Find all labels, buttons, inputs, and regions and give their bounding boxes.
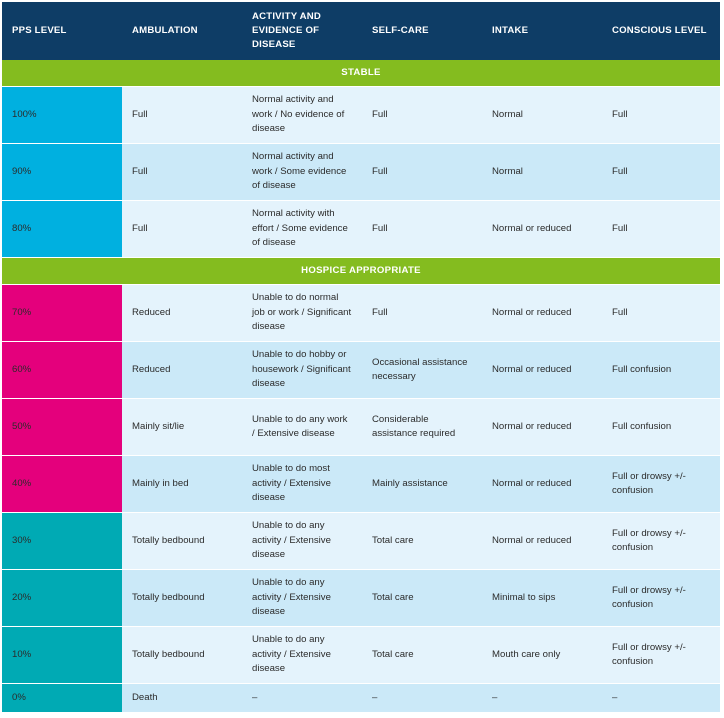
self-care-cell: –	[362, 684, 482, 713]
pps-level-cell: 70%	[2, 285, 122, 342]
table-row: 20% Totally bedbound Unable to do any ac…	[2, 570, 720, 627]
ambulation-cell: Mainly sit/lie	[122, 399, 242, 456]
pps-level-cell: 10%	[2, 627, 122, 684]
activity-cell: Normal activity with effort / Some evide…	[242, 201, 362, 258]
ambulation-cell: Full	[122, 201, 242, 258]
table-row: 10% Totally bedbound Unable to do any ac…	[2, 627, 720, 684]
activity-cell: Normal activity and work / No evidence o…	[242, 87, 362, 144]
header-self-care: SELF-CARE	[362, 2, 482, 60]
pps-level-cell: 40%	[2, 456, 122, 513]
intake-cell: Normal	[482, 87, 602, 144]
activity-cell: –	[242, 684, 362, 713]
intake-cell: Mouth care only	[482, 627, 602, 684]
intake-cell: Normal	[482, 144, 602, 201]
conscious-level-cell: Full	[602, 87, 720, 144]
intake-cell: Normal or reduced	[482, 342, 602, 399]
self-care-cell: Full	[362, 87, 482, 144]
self-care-cell: Full	[362, 144, 482, 201]
self-care-cell: Occasional assistance necessary	[362, 342, 482, 399]
conscious-level-cell: Full confusion	[602, 342, 720, 399]
table-header: PPS LEVEL AMBULATION ACTIVITY AND EVIDEN…	[2, 2, 720, 60]
section-label-hospice: HOSPICE APPROPRIATE	[2, 258, 720, 285]
self-care-cell: Full	[362, 201, 482, 258]
activity-cell: Unable to do any work / Extensive diseas…	[242, 399, 362, 456]
ambulation-cell: Totally bedbound	[122, 513, 242, 570]
header-intake: INTAKE	[482, 2, 602, 60]
section-label-stable: STABLE	[2, 60, 720, 87]
header-pps-level: PPS LEVEL	[2, 2, 122, 60]
intake-cell: Normal or reduced	[482, 513, 602, 570]
table-row: 30% Totally bedbound Unable to do any ac…	[2, 513, 720, 570]
intake-cell: Normal or reduced	[482, 201, 602, 258]
pps-level-cell: 60%	[2, 342, 122, 399]
pps-level-cell: 20%	[2, 570, 122, 627]
intake-cell: Minimal to sips	[482, 570, 602, 627]
self-care-cell: Total care	[362, 627, 482, 684]
conscious-level-cell: Full or drowsy +/- confusion	[602, 513, 720, 570]
activity-cell: Unable to do most activity / Extensive d…	[242, 456, 362, 513]
pps-level-cell: 0%	[2, 684, 122, 713]
table-row: 50% Mainly sit/lie Unable to do any work…	[2, 399, 720, 456]
ambulation-cell: Death	[122, 684, 242, 713]
self-care-cell: Mainly assistance	[362, 456, 482, 513]
table-row: 60% Reduced Unable to do hobby or housew…	[2, 342, 720, 399]
ambulation-cell: Full	[122, 87, 242, 144]
table-row: 0% Death – – – –	[2, 684, 720, 713]
self-care-cell: Total care	[362, 570, 482, 627]
section-row-stable: STABLE	[2, 60, 720, 87]
table-row: 40% Mainly in bed Unable to do most acti…	[2, 456, 720, 513]
activity-cell: Normal activity and work / Some evidence…	[242, 144, 362, 201]
conscious-level-cell: –	[602, 684, 720, 713]
ambulation-cell: Full	[122, 144, 242, 201]
conscious-level-cell: Full or drowsy +/- confusion	[602, 456, 720, 513]
table-row: 100% Full Normal activity and work / No …	[2, 87, 720, 144]
ambulation-cell: Reduced	[122, 285, 242, 342]
ambulation-cell: Totally bedbound	[122, 627, 242, 684]
activity-cell: Unable to do any activity / Extensive di…	[242, 627, 362, 684]
header-activity: ACTIVITY AND EVIDENCE OF DISEASE	[242, 2, 362, 60]
header-ambulation: AMBULATION	[122, 2, 242, 60]
activity-cell: Unable to do any activity / Extensive di…	[242, 570, 362, 627]
activity-cell: Unable to do hobby or housework / Signif…	[242, 342, 362, 399]
pps-level-cell: 100%	[2, 87, 122, 144]
pps-level-cell: 30%	[2, 513, 122, 570]
pps-level-cell: 90%	[2, 144, 122, 201]
ambulation-cell: Totally bedbound	[122, 570, 242, 627]
pps-level-cell: 80%	[2, 201, 122, 258]
activity-cell: Unable to do any activity / Extensive di…	[242, 513, 362, 570]
self-care-cell: Full	[362, 285, 482, 342]
activity-cell: Unable to do normal job or work / Signif…	[242, 285, 362, 342]
ambulation-cell: Reduced	[122, 342, 242, 399]
section-row-hospice: HOSPICE APPROPRIATE	[2, 258, 720, 285]
ambulation-cell: Mainly in bed	[122, 456, 242, 513]
conscious-level-cell: Full or drowsy +/- confusion	[602, 627, 720, 684]
conscious-level-cell: Full	[602, 285, 720, 342]
conscious-level-cell: Full confusion	[602, 399, 720, 456]
intake-cell: Normal or reduced	[482, 399, 602, 456]
self-care-cell: Total care	[362, 513, 482, 570]
table-row: 90% Full Normal activity and work / Some…	[2, 144, 720, 201]
conscious-level-cell: Full or drowsy +/- confusion	[602, 570, 720, 627]
table-row: 70% Reduced Unable to do normal job or w…	[2, 285, 720, 342]
self-care-cell: Considerable assistance required	[362, 399, 482, 456]
intake-cell: –	[482, 684, 602, 713]
intake-cell: Normal or reduced	[482, 285, 602, 342]
conscious-level-cell: Full	[602, 144, 720, 201]
header-conscious-level: CONSCIOUS LEVEL	[602, 2, 720, 60]
pps-level-cell: 50%	[2, 399, 122, 456]
table-row: 80% Full Normal activity with effort / S…	[2, 201, 720, 258]
intake-cell: Normal or reduced	[482, 456, 602, 513]
conscious-level-cell: Full	[602, 201, 720, 258]
